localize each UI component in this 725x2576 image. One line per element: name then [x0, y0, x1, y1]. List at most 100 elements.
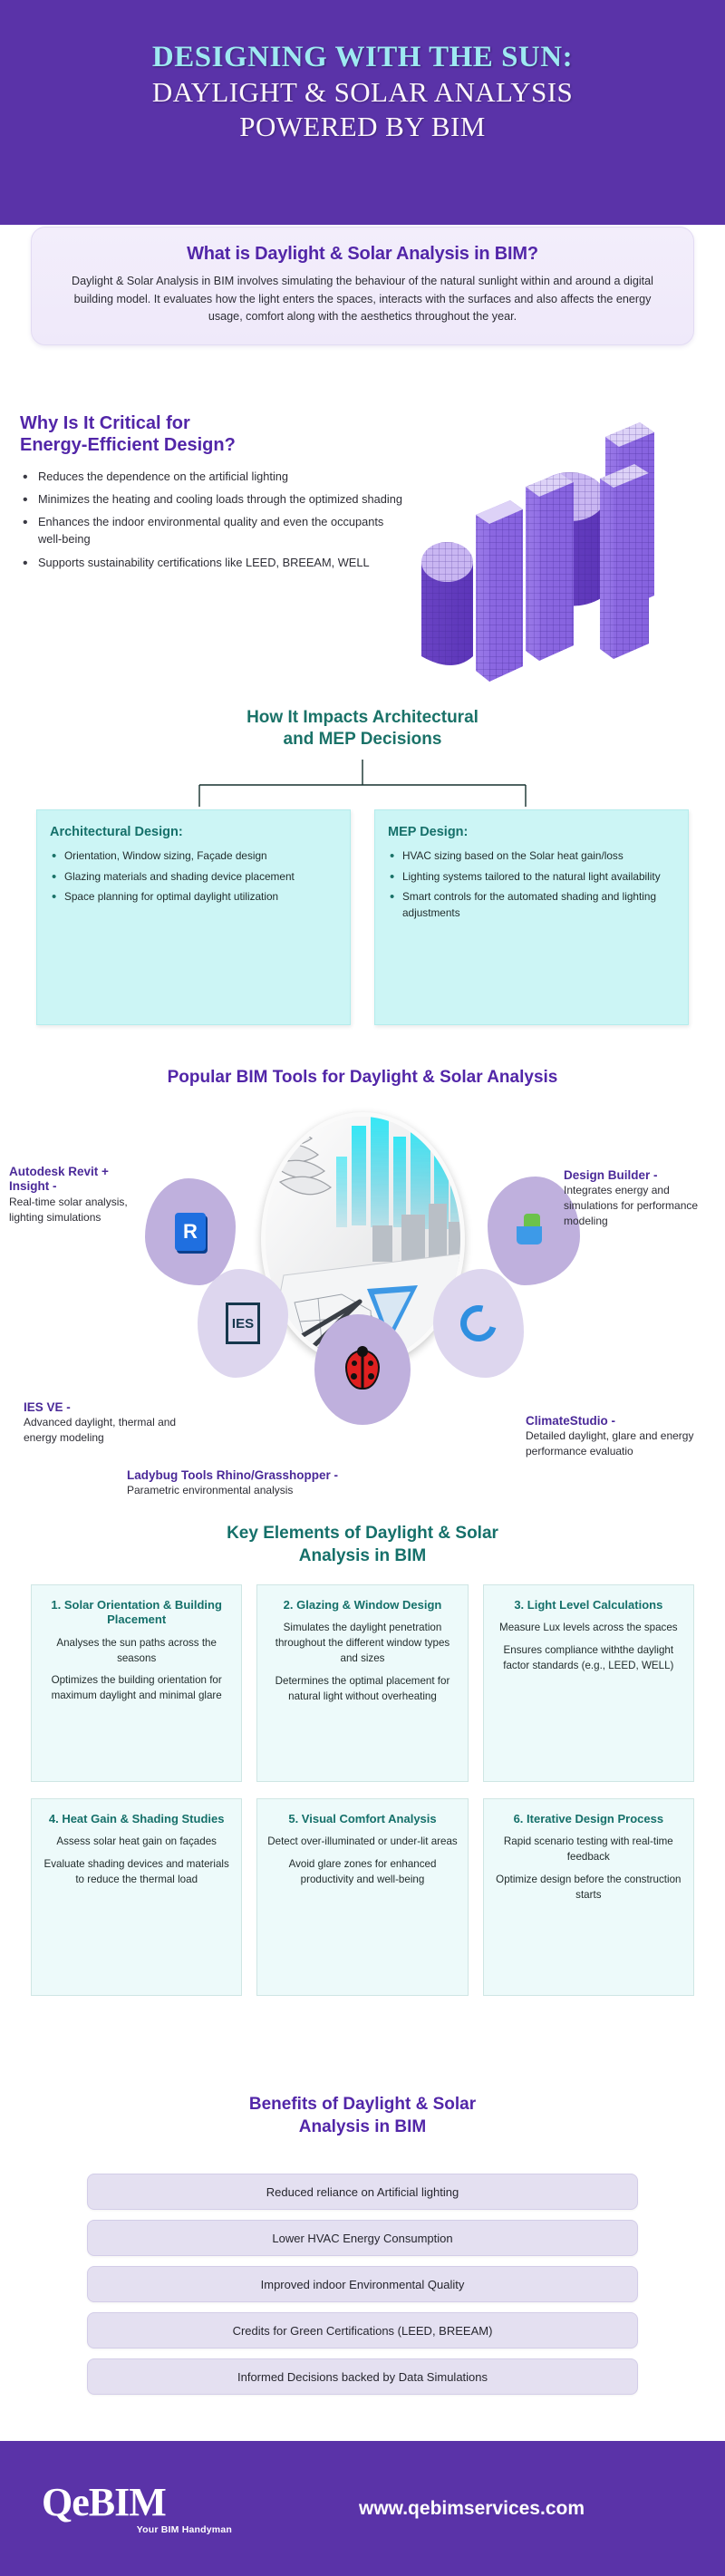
impact-heading-line2: and MEP Decisions: [283, 730, 442, 750]
list-item: Smart controls for the automated shading…: [388, 887, 675, 921]
list-item: Enhances the indoor environmental qualit…: [20, 512, 410, 547]
tool-desc: Real-time solar analysis, lighting simul…: [9, 1195, 128, 1224]
hero-title-line1: DESIGNING WITH THE SUN:: [151, 41, 574, 73]
key-card-title: 1. Solar Orientation & Building Placemen…: [51, 1598, 222, 1627]
impact-card-architectural: Architectural Design: Orientation, Windo…: [36, 809, 351, 1025]
hero-title-line2: DAYLIGHT & SOLAR ANALYSIS: [151, 75, 574, 108]
key-elements-grid: 1. Solar Orientation & Building Placemen…: [31, 1584, 694, 1996]
qebim-logo: QeBIM Your BIM Handyman: [42, 2479, 232, 2535]
key-heading-line1: Key Elements of Daylight & Solar: [227, 1524, 498, 1543]
key-card-2: 2. Glazing & Window Design Simulates the…: [256, 1584, 469, 1782]
why-critical-list: Reduces the dependence on the artificial…: [20, 467, 410, 575]
benefits-list: Reduced reliance on Artificial lighting …: [87, 2174, 638, 2405]
list-item: Reduces the dependence on the artificial…: [20, 467, 410, 489]
ladybug-logo-icon: [345, 1350, 380, 1390]
key-card-title: 5. Visual Comfort Analysis: [288, 1812, 437, 1825]
list-item: Orientation, Window sizing, Façade desig…: [50, 847, 337, 867]
hero-banner: DESIGNING WITH THE SUN: DAYLIGHT & SOLAR…: [0, 0, 725, 225]
why-critical-section: Why Is It Critical for Energy-Efficient …: [20, 412, 410, 576]
key-card-text-2: Optimize design before the construction …: [496, 1873, 682, 1901]
why-heading-line1: Why Is It Critical for: [20, 413, 190, 433]
climatestudio-logo-icon: [453, 1298, 504, 1349]
tool-petal-revit: R: [145, 1178, 236, 1285]
logo-tagline: Your BIM Handyman: [136, 2523, 232, 2535]
key-card-text-2: Avoid glare zones for enhanced productiv…: [288, 1858, 437, 1885]
key-card-text-2: Optimizes the building orientation for m…: [51, 1674, 222, 1702]
revit-logo-icon: R: [175, 1213, 206, 1251]
tool-label-ladybug: Ladybug Tools Rhino/Grasshopper - Parame…: [127, 1468, 399, 1498]
hero-title-line3: POWERED BY BIM: [239, 110, 486, 142]
benefit-pill-1: Reduced reliance on Artificial lighting: [87, 2174, 638, 2210]
impact-card-list: HVAC sizing based on the Solar heat gain…: [388, 847, 675, 922]
what-is-card: What is Daylight & Solar Analysis in BIM…: [31, 227, 694, 345]
key-card-3: 3. Light Level Calculations Measure Lux …: [482, 1584, 694, 1782]
tool-name: Design Builder -: [564, 1168, 658, 1182]
key-card-6: 6. Iterative Design Process Rapid scenar…: [482, 1798, 694, 1996]
list-item: HVAC sizing based on the Solar heat gain…: [388, 847, 675, 867]
list-item: Glazing materials and shading device pla…: [50, 867, 337, 887]
tool-label-revit: Autodesk Revit + Insight - Real-time sol…: [9, 1165, 136, 1225]
key-elements-heading: Key Elements of Daylight & Solar Analysi…: [0, 1523, 725, 1567]
tools-heading: Popular BIM Tools for Daylight & Solar A…: [167, 1068, 558, 1087]
tool-label-designbuilder: Design Builder - Integrates energy and s…: [564, 1168, 718, 1229]
why-critical-heading: Why Is It Critical for Energy-Efficient …: [20, 412, 410, 457]
key-card-title: 3. Light Level Calculations: [514, 1598, 663, 1612]
key-card-text-1: Analyses the sun paths across the season…: [56, 1636, 217, 1664]
tool-desc: Parametric environmental analysis: [127, 1484, 294, 1497]
tool-petal-climatestudio: [433, 1269, 524, 1378]
impact-card-title: MEP Design:: [388, 825, 469, 839]
tool-desc: Detailed daylight, glare and energy perf…: [526, 1429, 694, 1458]
impact-connector-lines: [0, 760, 725, 814]
tool-name: Ladybug Tools Rhino/Grasshopper -: [127, 1468, 339, 1482]
tool-petal-ladybug: [314, 1314, 411, 1425]
building-towers-illustration: [408, 410, 725, 709]
key-card-title: 2. Glazing & Window Design: [283, 1598, 442, 1612]
tool-name: IES VE -: [24, 1400, 71, 1414]
what-is-body: Daylight & Solar Analysis in BIM involve…: [72, 275, 653, 324]
key-card-text-2: Ensures compliance withthe daylight fact…: [503, 1644, 674, 1671]
key-heading-line2: Analysis in BIM: [298, 1545, 427, 1565]
key-card-text-1: Assess solar heat gain on façades: [56, 1835, 217, 1848]
key-card-5: 5. Visual Comfort Analysis Detect over-i…: [256, 1798, 469, 1996]
key-card-title: 6. Iterative Design Process: [513, 1812, 664, 1825]
designbuilder-logo-icon: [517, 1214, 551, 1248]
list-item: Space planning for optimal daylight util…: [50, 887, 337, 907]
benefits-heading-line1: Benefits of Daylight & Solar: [248, 2095, 477, 2114]
benefits-heading: Benefits of Daylight & Solar Analysis in…: [0, 2094, 725, 2138]
logo-wordmark: QeBIM: [42, 2479, 167, 2524]
benefit-pill-2: Lower HVAC Energy Consumption: [87, 2220, 638, 2256]
tool-label-ies-ve: IES VE - Advanced daylight, thermal and …: [24, 1400, 178, 1446]
tool-petal-ies: IES: [198, 1269, 288, 1378]
ies-logo-icon: IES: [226, 1303, 260, 1344]
key-card-title: 4. Heat Gain & Shading Studies: [48, 1812, 225, 1825]
tools-diagram: R IES Autodesk Revit + Insight - Real-ti…: [0, 1092, 725, 1518]
tool-name: ClimateStudio -: [526, 1414, 616, 1428]
impact-card-list: Orientation, Window sizing, Façade desig…: [50, 847, 337, 907]
key-card-text-1: Measure Lux levels across the spaces: [499, 1622, 678, 1634]
tool-desc: Integrates energy and simulations for pe…: [564, 1184, 699, 1228]
tool-name: Autodesk Revit + Insight -: [9, 1165, 109, 1194]
tool-label-climatestudio: ClimateStudio - Detailed daylight, glare…: [526, 1414, 716, 1459]
impact-heading-line1: How It Impacts Architectural: [246, 708, 478, 727]
key-card-text-1: Detect over-illuminated or under-lit are…: [267, 1835, 458, 1848]
list-item: Minimizes the heating and cooling loads …: [20, 489, 410, 511]
key-card-text-2: Evaluate shading devices and materials t…: [44, 1858, 229, 1885]
impact-cards-row: Architectural Design: Orientation, Windo…: [36, 809, 689, 1025]
benefit-pill-3: Improved indoor Environmental Quality: [87, 2266, 638, 2302]
tool-petal-designbuilder: [488, 1177, 580, 1285]
footer-website-url[interactable]: www.qebimservices.com: [359, 2497, 585, 2519]
impact-card-mep: MEP Design: HVAC sizing based on the Sol…: [374, 809, 689, 1025]
footer-bar: QeBIM Your BIM Handyman www.qebimservice…: [0, 2441, 725, 2576]
list-item: Supports sustainability certifications l…: [20, 553, 410, 575]
benefit-pill-4: Credits for Green Certifications (LEED, …: [87, 2312, 638, 2348]
list-item: Lighting systems tailored to the natural…: [388, 867, 675, 887]
key-card-text-1: Rapid scenario testing with real-time fe…: [503, 1835, 673, 1864]
impact-heading: How It Impacts Architectural and MEP Dec…: [0, 707, 725, 751]
why-heading-line2: Energy-Efficient Design?: [20, 435, 236, 456]
key-card-text-1: Simulates the daylight penetration throu…: [275, 1622, 450, 1664]
what-is-heading: What is Daylight & Solar Analysis in BIM…: [187, 244, 538, 264]
tool-desc: Advanced daylight, thermal and energy mo…: [24, 1416, 177, 1445]
key-card-1: 1. Solar Orientation & Building Placemen…: [31, 1584, 243, 1782]
impact-card-title: Architectural Design:: [50, 825, 183, 839]
key-card-4: 4. Heat Gain & Shading Studies Assess so…: [31, 1798, 243, 1996]
